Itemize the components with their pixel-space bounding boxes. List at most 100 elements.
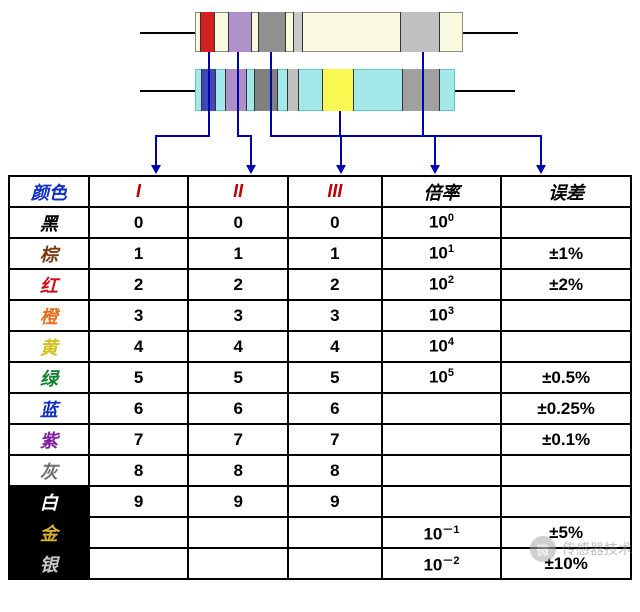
color-name-cell: 橙 [9,300,89,331]
arrow-down-icon [246,165,256,174]
digit-cell [89,548,189,579]
hdr-band3: III [288,176,382,207]
color-band [228,12,252,52]
digit-cell: 1 [89,238,189,269]
watermark: 微 传感器技术 [530,536,632,562]
digit-cell: 2 [188,269,288,300]
multiplier-cell: 10－1 [382,517,502,548]
hdr-band2: II [188,176,288,207]
resistor-lead [140,32,195,34]
color-band [258,12,286,52]
color-band [293,12,303,52]
hdr-mult: 倍率 [382,176,502,207]
digit-cell: 6 [188,393,288,424]
arrow-down-icon [151,165,161,174]
color-band [400,12,440,52]
table-row: 蓝666±0.25% [9,393,631,424]
digit-cell: 0 [89,207,189,238]
digit-cell [188,517,288,548]
wechat-icon: 微 [530,536,556,562]
digit-cell: 9 [288,486,382,517]
tolerance-cell [501,455,631,486]
arrow-down-icon [430,165,440,174]
arrow-down-icon [536,165,546,174]
digit-cell: 4 [89,331,189,362]
watermark-text: 传感器技术 [562,539,632,559]
digit-cell: 3 [188,300,288,331]
hdr-color: 颜色 [9,176,89,207]
color-band [287,69,299,111]
multiplier-cell: 103 [382,300,502,331]
tolerance-cell [501,207,631,238]
multiplier-cell: 100 [382,207,502,238]
digit-cell: 7 [288,424,382,455]
resistor-diagram [0,0,640,175]
digit-cell: 8 [89,455,189,486]
digit-cell: 5 [188,362,288,393]
hdr-tol: 误差 [501,176,631,207]
color-name-cell: 黄 [9,331,89,362]
digit-cell: 3 [89,300,189,331]
color-name-cell: 银 [9,548,89,579]
digit-cell [288,548,382,579]
digit-cell: 4 [288,331,382,362]
digit-cell: 9 [188,486,288,517]
color-name-cell: 棕 [9,238,89,269]
tolerance-cell [501,486,631,517]
digit-cell: 8 [288,455,382,486]
color-name-cell: 白 [9,486,89,517]
color-name-cell: 蓝 [9,393,89,424]
digit-cell: 9 [89,486,189,517]
table-row: 红222102±2% [9,269,631,300]
tolerance-cell: ±0.1% [501,424,631,455]
color-name-cell: 灰 [9,455,89,486]
color-name-cell: 绿 [9,362,89,393]
resistor-lead [455,90,515,92]
tolerance-cell: ±0.25% [501,393,631,424]
digit-cell [89,517,189,548]
digit-cell: 6 [89,393,189,424]
digit-cell: 0 [188,207,288,238]
digit-cell: 7 [188,424,288,455]
color-band [254,69,278,111]
multiplier-cell: 101 [382,238,502,269]
digit-cell: 8 [188,455,288,486]
tolerance-cell [501,331,631,362]
table-row: 灰888 [9,455,631,486]
table-row: 白999 [9,486,631,517]
table-row: 黑000100 [9,207,631,238]
resistor-color-code-chart: 颜色 I II III 倍率 误差 黑000100棕111101±1%红2221… [0,0,640,580]
multiplier-cell: 102 [382,269,502,300]
table-row: 紫777±0.1% [9,424,631,455]
digit-cell: 6 [288,393,382,424]
tolerance-cell: ±2% [501,269,631,300]
color-band [402,69,440,111]
tolerance-cell [501,300,631,331]
color-band [225,69,247,111]
color-name-cell: 红 [9,269,89,300]
color-name-cell: 金 [9,517,89,548]
table-row: 棕111101±1% [9,238,631,269]
digit-cell: 5 [288,362,382,393]
digit-cell: 1 [288,238,382,269]
table-row: 黄444104 [9,331,631,362]
color-name-cell: 紫 [9,424,89,455]
digit-cell: 5 [89,362,189,393]
digit-cell: 4 [188,331,288,362]
multiplier-cell [382,486,502,517]
table-row: 橙333103 [9,300,631,331]
color-band [322,69,354,111]
digit-cell: 3 [288,300,382,331]
digit-cell: 1 [188,238,288,269]
resistor-lead [463,32,518,34]
digit-cell [288,517,382,548]
multiplier-cell [382,455,502,486]
multiplier-cell: 104 [382,331,502,362]
header-row: 颜色 I II III 倍率 误差 [9,176,631,207]
multiplier-cell [382,393,502,424]
multiplier-cell: 105 [382,362,502,393]
color-name-cell: 黑 [9,207,89,238]
tolerance-cell: ±1% [501,238,631,269]
table-row: 绿555105±0.5% [9,362,631,393]
resistor-lead [140,90,195,92]
